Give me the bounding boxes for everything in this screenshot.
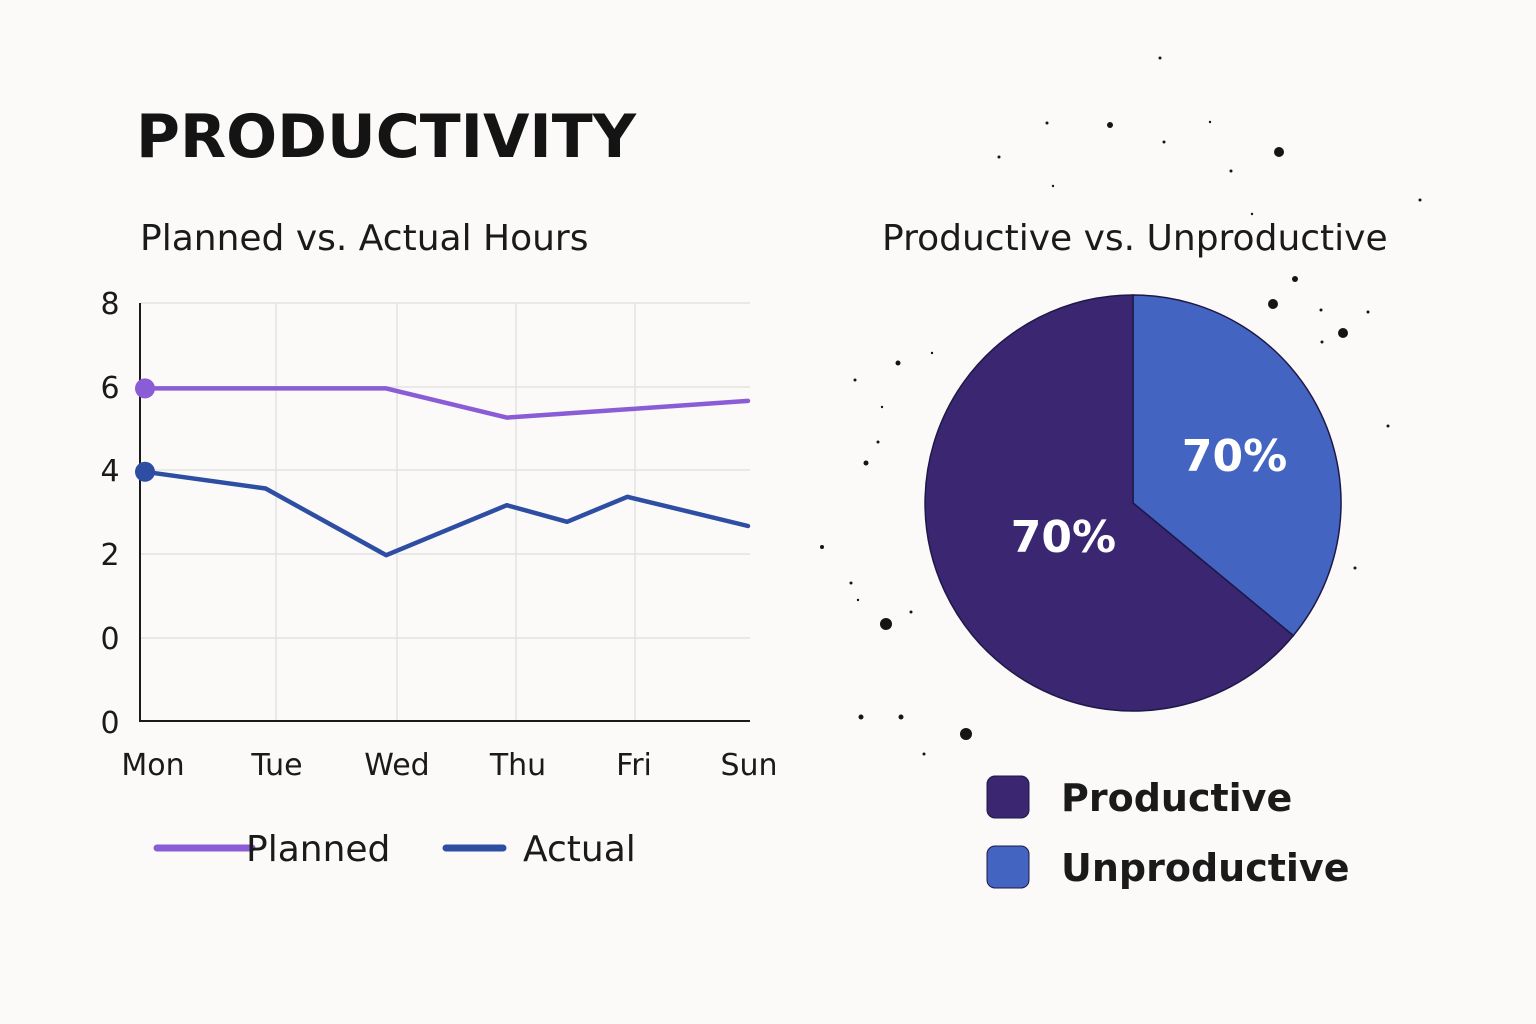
- legend-label-planned: Planned: [246, 829, 390, 870]
- decorative-speck: [1268, 299, 1278, 309]
- pie-chart: Productive vs. Unproductive 70% 70% Produ…: [820, 56, 1422, 890]
- line-chart-y-ticks: 0 0 2 4 6 8: [100, 287, 119, 741]
- decorative-speck: [1418, 198, 1422, 202]
- line-chart-series: [135, 378, 751, 558]
- decorative-speck: [1158, 56, 1162, 60]
- pie-slice-label-productive: 70%: [1011, 512, 1116, 563]
- y-tick-label: 0: [100, 622, 119, 657]
- legend-label-productive: Productive: [1061, 776, 1292, 820]
- y-tick-label: 2: [100, 538, 119, 573]
- decorative-speck: [1366, 310, 1370, 314]
- y-tick-label: 4: [100, 454, 119, 489]
- decorative-speck: [880, 618, 892, 630]
- series-line-planned: [142, 386, 751, 420]
- line-chart-x-ticks: Mon Tue Wed Thu Fri Sun: [121, 748, 777, 783]
- decorative-speck: [922, 752, 926, 756]
- legend-swatch-unproductive: [986, 845, 1030, 889]
- decorative-speck: [1045, 121, 1049, 125]
- decorative-speck: [1274, 147, 1284, 157]
- line-chart-title: Planned vs. Actual Hours: [140, 218, 589, 259]
- decorative-speck: [960, 728, 972, 740]
- decorative-speck: [930, 351, 934, 355]
- pie-slice-labels: 70% 70%: [1011, 431, 1288, 563]
- decorative-speck: [1292, 276, 1298, 282]
- pie-slice-productive: [924, 294, 1295, 712]
- decorative-speck: [1208, 120, 1212, 124]
- y-tick-label: 6: [100, 371, 119, 406]
- x-tick-label: Wed: [364, 748, 429, 783]
- line-chart: Planned vs. Actual Hours 0 0 2 4 6 8 Mon Tue We…: [100, 218, 777, 870]
- decorative-speck: [1107, 122, 1113, 128]
- decorative-speck: [1320, 340, 1324, 344]
- line-chart-grid: [140, 302, 750, 721]
- decorative-speck: [997, 155, 1001, 159]
- decorative-speck: [895, 360, 901, 366]
- x-tick-label: Mon: [121, 748, 184, 783]
- decorative-speck: [853, 378, 857, 382]
- decorative-dust: [820, 56, 1422, 756]
- decorative-speck: [863, 460, 869, 466]
- x-tick-label: Fri: [616, 748, 652, 783]
- pie-slice-label-unproductive: 70%: [1182, 431, 1287, 482]
- decorative-speck: [898, 714, 904, 720]
- pie-slice-unproductive: [1132, 294, 1342, 637]
- decorative-speck: [1386, 424, 1390, 428]
- legend-swatch-productive: [986, 775, 1030, 819]
- y-tick-label: 0: [100, 706, 119, 741]
- decorative-speck: [849, 581, 853, 585]
- decorative-speck: [1319, 308, 1323, 312]
- decorative-speck: [876, 440, 880, 444]
- decorative-speck: [1051, 184, 1055, 188]
- page-title: PRODUCTIVITY: [136, 102, 638, 172]
- decorative-speck: [858, 714, 864, 720]
- decorative-speck: [856, 598, 860, 602]
- x-tick-label: Sun: [720, 748, 777, 783]
- decorative-speck: [1338, 328, 1348, 338]
- decorative-speck: [1353, 566, 1357, 570]
- pie-slices: [924, 294, 1342, 712]
- series-line-actual: [142, 469, 751, 558]
- data-point-planned: [135, 378, 155, 399]
- x-tick-label: Thu: [489, 748, 546, 783]
- legend-label-actual: Actual: [523, 829, 636, 870]
- pie-chart-title: Productive vs. Unproductive: [882, 218, 1388, 259]
- pie-chart-legend: Productive Unproductive: [986, 775, 1349, 890]
- decorative-speck: [820, 545, 824, 549]
- decorative-speck: [909, 610, 913, 614]
- decorative-speck: [1250, 212, 1254, 216]
- x-tick-label: Tue: [250, 748, 302, 783]
- legend-label-unproductive: Unproductive: [1061, 846, 1349, 890]
- data-point-actual: [135, 461, 155, 482]
- decorative-speck: [1229, 169, 1233, 173]
- y-tick-label: 8: [100, 287, 119, 322]
- decorative-speck: [880, 405, 884, 409]
- line-chart-legend: Planned Actual: [153, 829, 636, 870]
- decorative-speck: [1162, 140, 1166, 144]
